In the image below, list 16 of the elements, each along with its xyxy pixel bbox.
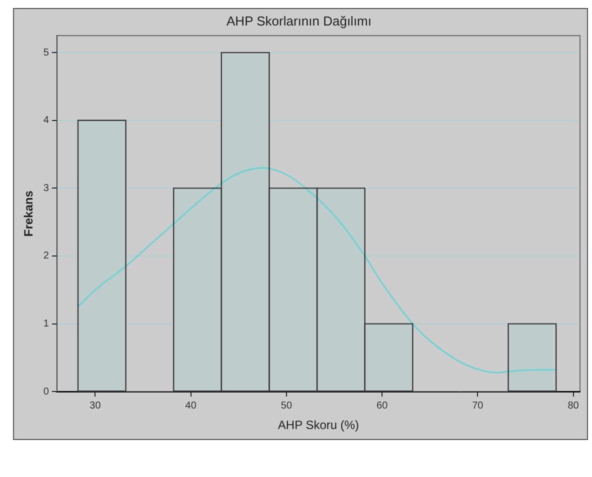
chart-title: AHP Skorlarının Dağılımı: [226, 13, 372, 28]
y-axis-title: Frekans: [22, 190, 36, 237]
x-tick-label: 40: [185, 400, 197, 412]
line-series: [77, 167, 557, 374]
y-tick-label: 0: [43, 386, 50, 398]
x-tick-label: 30: [90, 400, 102, 412]
x-axis-title: AHP Skoru (%): [278, 418, 360, 432]
y-tick-label: 2: [43, 250, 50, 262]
x-tick-label: 70: [472, 400, 484, 412]
y-tick-label: 5: [43, 47, 50, 58]
y-tick-label: 4: [43, 115, 50, 126]
x-tick-label: 80: [568, 400, 580, 412]
y-tick-label: 1: [43, 318, 50, 330]
x-tick-label: 60: [376, 400, 388, 412]
x-tick-label: 50: [280, 400, 292, 412]
y-tick-label: 3: [43, 182, 50, 194]
